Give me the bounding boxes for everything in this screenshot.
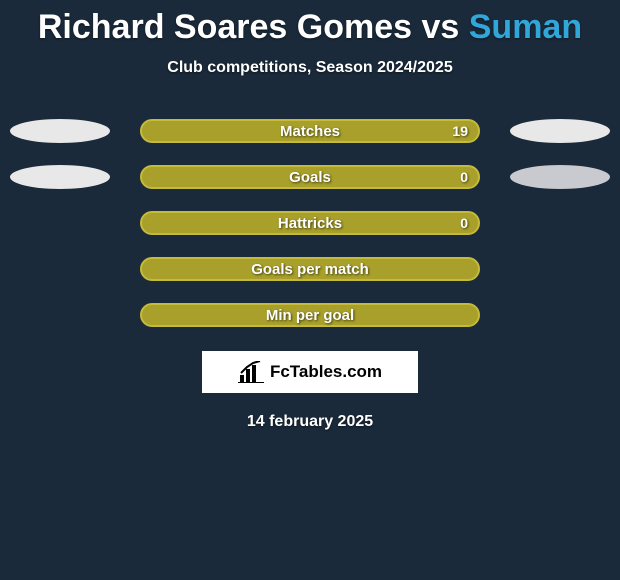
stat-label: Matches bbox=[280, 123, 340, 140]
stat-bar: Matches 19 bbox=[140, 119, 480, 143]
subtitle: Club competitions, Season 2024/2025 bbox=[0, 59, 620, 77]
stat-bar: Hattricks 0 bbox=[140, 211, 480, 235]
stat-row-goals: Goals 0 bbox=[0, 165, 620, 189]
logo-text: FcTables.com bbox=[270, 362, 382, 382]
stat-bar: Goals 0 bbox=[140, 165, 480, 189]
date-text: 14 february 2025 bbox=[0, 413, 620, 431]
right-ellipse bbox=[510, 119, 610, 143]
left-ellipse bbox=[10, 165, 110, 189]
stat-label: Min per goal bbox=[266, 307, 354, 324]
stat-bar: Min per goal bbox=[140, 303, 480, 327]
stat-row-mpg: Min per goal bbox=[0, 303, 620, 327]
title-text: Richard Soares Gomes vs Suman bbox=[38, 8, 582, 46]
stat-rows: Matches 19 Goals 0 Hattricks 0 Goals per… bbox=[0, 119, 620, 327]
stat-label: Goals bbox=[289, 169, 331, 186]
stat-value: 0 bbox=[460, 215, 468, 231]
stat-row-hattricks: Hattricks 0 bbox=[0, 211, 620, 235]
logo[interactable]: FcTables.com bbox=[202, 351, 418, 393]
stat-value: 0 bbox=[460, 169, 468, 185]
stat-label: Hattricks bbox=[278, 215, 342, 232]
left-ellipse bbox=[10, 119, 110, 143]
stat-label: Goals per match bbox=[251, 261, 369, 278]
page-title: Richard Soares Gomes vs Suman bbox=[0, 0, 620, 47]
stat-row-matches: Matches 19 bbox=[0, 119, 620, 143]
stat-bar: Goals per match bbox=[140, 257, 480, 281]
stat-value: 19 bbox=[452, 123, 468, 139]
right-ellipse bbox=[510, 165, 610, 189]
stat-row-gpm: Goals per match bbox=[0, 257, 620, 281]
bar-chart-icon bbox=[238, 361, 264, 383]
